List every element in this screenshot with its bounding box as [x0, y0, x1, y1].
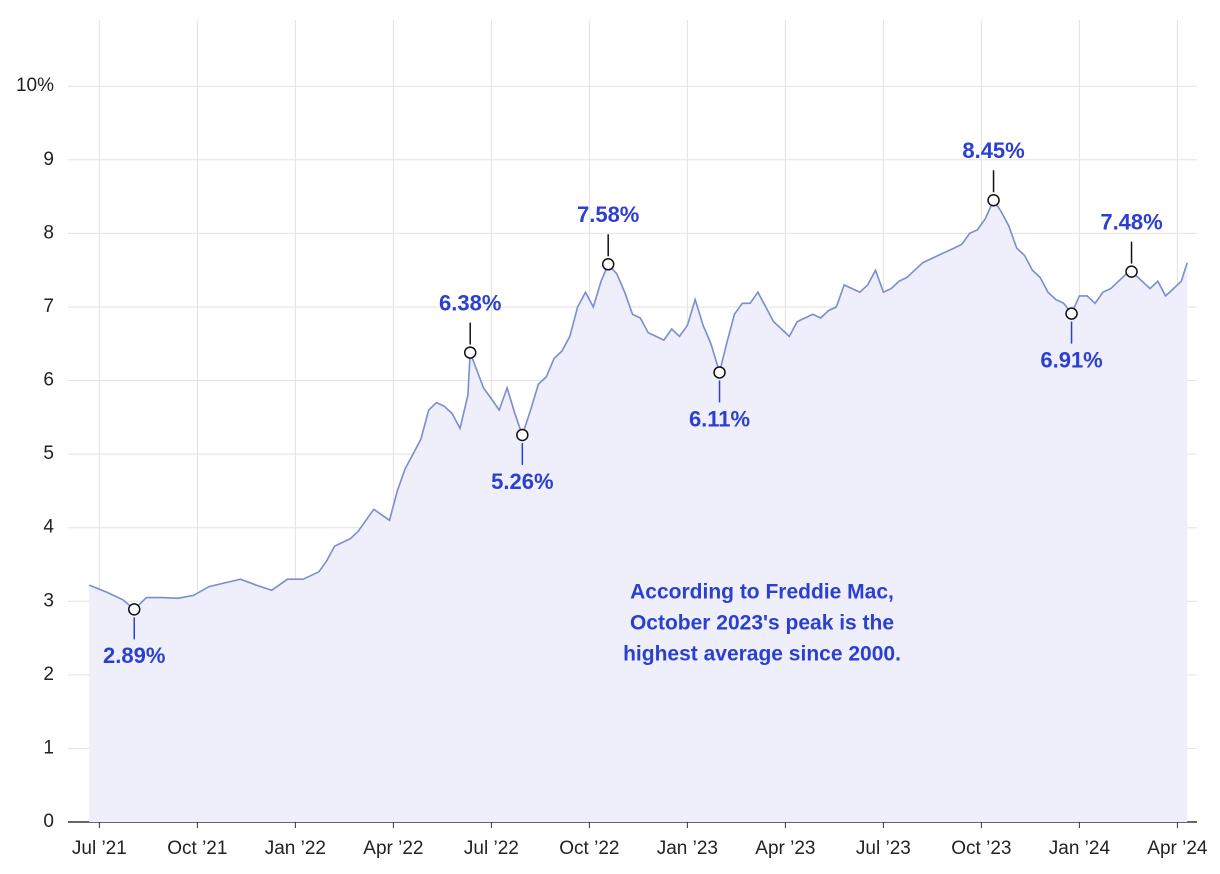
- note: October 2023's peak is the: [630, 612, 894, 635]
- annotation-label: 2.89%: [103, 643, 165, 668]
- annotation-label: 7.48%: [1100, 209, 1162, 234]
- x-tick-label: Oct ’22: [559, 838, 619, 859]
- y-tick-label: 9: [43, 149, 54, 170]
- x-tick-label: Jan ’22: [265, 838, 326, 859]
- annotation-label: 7.58%: [577, 202, 639, 227]
- x-tick-label: Jan ’24: [1049, 838, 1111, 859]
- annotation-label: 6.38%: [439, 290, 501, 315]
- y-tick-label: 3: [43, 590, 54, 611]
- annotation-point: [516, 428, 529, 442]
- y-tick-label: 0: [43, 811, 54, 832]
- y-tick-label: 5: [43, 443, 54, 464]
- note: According to Freddie Mac,: [630, 581, 894, 604]
- y-tick-label: 2: [43, 664, 54, 685]
- annotation-point: [601, 258, 615, 271]
- x-tick-label: Jan ’23: [657, 838, 718, 859]
- y-tick-label: 8: [43, 222, 54, 243]
- y-tick-label: 7: [43, 296, 54, 317]
- annotation-point: [128, 603, 141, 616]
- annotation-point: [1065, 307, 1078, 320]
- annotation-point: [463, 346, 477, 359]
- annotation-label: 6.91%: [1040, 347, 1102, 372]
- line: [88, 198, 1188, 611]
- x-tick-label: Jul ’22: [464, 838, 519, 859]
- x-tick-label: Jul ’23: [856, 838, 911, 859]
- y-tick-label: 1: [43, 737, 54, 758]
- x-tick-label: Apr ’22: [363, 838, 423, 859]
- x-tick-label: Apr ’24: [1147, 838, 1208, 859]
- x-tick-label: Oct ’23: [951, 838, 1011, 859]
- annotation-label: 8.45%: [962, 138, 1024, 163]
- annotation-point: [713, 366, 726, 379]
- x-tick-label: Jul ’21: [72, 838, 127, 859]
- annotation-label: 5.26%: [491, 469, 553, 494]
- annotation-point: [1125, 265, 1138, 278]
- y-tick-label: 6: [43, 370, 54, 391]
- area: [89, 200, 1188, 823]
- note: highest average since 2000.: [623, 643, 901, 666]
- annotation-label: 6.11%: [689, 406, 750, 431]
- annotation-point: [987, 194, 1000, 207]
- x-tick-label: Apr ’23: [755, 838, 815, 859]
- y-tick-label: 10%: [16, 75, 54, 96]
- y-tick-label: 4: [43, 517, 54, 538]
- x-tick-label: Oct ’21: [167, 838, 227, 859]
